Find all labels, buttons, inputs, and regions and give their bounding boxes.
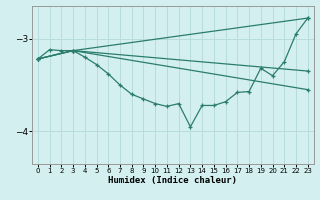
X-axis label: Humidex (Indice chaleur): Humidex (Indice chaleur) — [108, 176, 237, 185]
